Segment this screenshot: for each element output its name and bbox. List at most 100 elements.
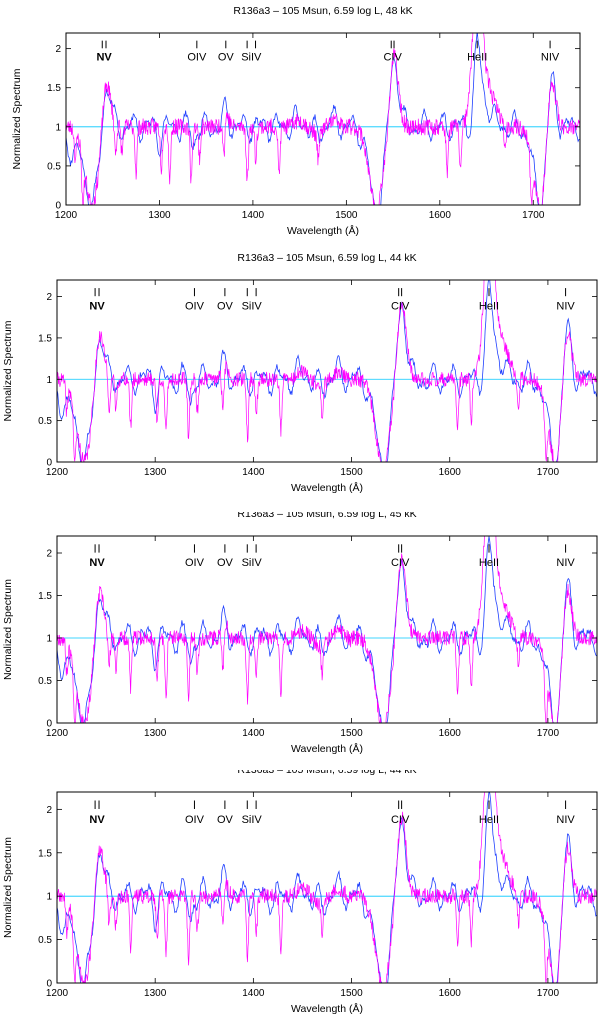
x-axis-label: Wavelength (Å) bbox=[291, 742, 363, 755]
x-tick-label: 1200 bbox=[46, 467, 69, 478]
plot-frame bbox=[56, 535, 598, 724]
line-id-label: NV bbox=[89, 300, 105, 312]
y-tick-label: 2 bbox=[55, 44, 61, 55]
line-id-label: NIV bbox=[556, 814, 575, 826]
line-id-label: NIV bbox=[541, 52, 560, 64]
line-id-label: SiIV bbox=[242, 557, 263, 569]
spectrum-chart: R136a3 – 105 Msun, 6.59 log L, 44 kK1200… bbox=[2, 252, 598, 494]
line-id-label: CIV bbox=[391, 814, 410, 826]
line-id-label: NV bbox=[96, 52, 112, 64]
spectrum-panel-3: R136a3 – 105 Msun, 6.59 log L, 45 kK 1200… bbox=[0, 508, 600, 770]
x-tick-label: 1200 bbox=[46, 988, 69, 999]
y-axis-label: Normalized Spectrum bbox=[2, 837, 14, 938]
line-id-label: OV bbox=[217, 300, 234, 312]
line-id-label: SiIV bbox=[241, 52, 262, 64]
plot-frame bbox=[65, 32, 581, 206]
y-tick-label: 0 bbox=[55, 201, 61, 212]
y-tick-label: 1 bbox=[46, 892, 52, 903]
chart-title: R136a3 – 105 Msun, 6.59 log L, 44 kK bbox=[237, 252, 416, 264]
line-id-label: OIV bbox=[185, 300, 205, 312]
y-tick-label: 0.5 bbox=[47, 161, 61, 172]
model-spectrum-series bbox=[57, 280, 597, 462]
y-tick-label: 1.5 bbox=[38, 848, 52, 859]
y-tick-label: 0 bbox=[46, 979, 52, 990]
x-tick-label: 1500 bbox=[340, 467, 363, 478]
line-id-label: CIV bbox=[383, 52, 402, 64]
line-id-label: OV bbox=[217, 557, 234, 569]
x-tick-label: 1400 bbox=[242, 210, 265, 221]
chart-title: R136a3 – 105 Msun, 6.59 log L, 44 kK bbox=[237, 770, 416, 776]
y-tick-label: 2 bbox=[46, 549, 52, 560]
x-tick-label: 1300 bbox=[144, 467, 167, 478]
model-spectrum-series bbox=[66, 33, 580, 205]
x-tick-label: 1700 bbox=[537, 467, 560, 478]
line-id-label: NIV bbox=[556, 557, 575, 569]
plot-frame bbox=[56, 791, 598, 984]
x-tick-label: 1500 bbox=[340, 988, 363, 999]
spectrum-chart: R136a3 – 105 Msun, 6.59 log L, 48 kK1200… bbox=[11, 5, 581, 237]
y-tick-label: 1 bbox=[55, 122, 61, 133]
x-axis-label: Wavelength (Å) bbox=[287, 224, 359, 237]
y-tick-label: 2 bbox=[46, 292, 52, 303]
line-id-label: HeII bbox=[479, 300, 499, 312]
y-tick-label: 1.5 bbox=[38, 591, 52, 602]
y-tick-label: 2 bbox=[46, 805, 52, 816]
x-tick-label: 1400 bbox=[242, 467, 265, 478]
x-tick-label: 1500 bbox=[335, 210, 358, 221]
chart-title: R136a3 – 105 Msun, 6.59 log L, 48 kK bbox=[233, 5, 412, 17]
line-id-label: SiIV bbox=[242, 814, 263, 826]
y-tick-label: 1 bbox=[46, 634, 52, 645]
spectrum-chart: R136a3 – 105 Msun, 6.59 log L, 44 kK1200… bbox=[2, 764, 598, 1015]
y-tick-label: 0.5 bbox=[38, 416, 52, 427]
y-axis-label: Normalized Spectrum bbox=[2, 579, 14, 680]
spectrum-panel-4: R136a3 – 105 Msun, 6.59 log L, 44 kK 1200… bbox=[0, 764, 600, 1022]
x-tick-label: 1300 bbox=[144, 988, 167, 999]
observed-spectrum-series bbox=[57, 280, 597, 462]
x-tick-label: 1600 bbox=[439, 988, 462, 999]
model-spectrum-series bbox=[57, 536, 597, 723]
y-tick-label: 1.5 bbox=[38, 333, 52, 344]
line-id-label: NV bbox=[89, 557, 105, 569]
line-id-label: CIV bbox=[391, 300, 410, 312]
y-tick-label: 0.5 bbox=[38, 676, 52, 687]
x-tick-label: 1700 bbox=[537, 988, 560, 999]
y-tick-label: 0.5 bbox=[38, 935, 52, 946]
spectrum-chart: R136a3 – 105 Msun, 6.59 log L, 45 kK1200… bbox=[2, 508, 598, 755]
y-tick-label: 0 bbox=[46, 719, 52, 730]
x-tick-label: 1600 bbox=[429, 210, 452, 221]
spectrum-panel-2: R136a3 – 105 Msun, 6.59 log L, 44 kK 1200… bbox=[0, 250, 600, 512]
y-tick-label: 0 bbox=[46, 458, 52, 469]
x-tick-label: 1200 bbox=[55, 210, 78, 221]
line-id-label: CIV bbox=[391, 557, 410, 569]
line-id-label: NV bbox=[89, 814, 105, 826]
y-axis-label: Normalized Spectrum bbox=[2, 320, 14, 421]
x-axis-label: Wavelength (Å) bbox=[291, 1002, 363, 1015]
model-spectrum-series bbox=[57, 792, 597, 983]
x-tick-label: 1200 bbox=[46, 728, 69, 739]
line-id-label: HeII bbox=[479, 814, 499, 826]
line-id-label: SiIV bbox=[242, 300, 263, 312]
line-id-label: OIV bbox=[185, 814, 205, 826]
plot-frame bbox=[56, 279, 598, 463]
line-id-label: OV bbox=[218, 52, 235, 64]
y-axis-label: Normalized Spectrum bbox=[11, 68, 23, 169]
x-tick-label: 1300 bbox=[144, 728, 167, 739]
y-tick-label: 1.5 bbox=[47, 83, 61, 94]
line-id-label: OV bbox=[217, 814, 234, 826]
x-tick-label: 1600 bbox=[439, 728, 462, 739]
x-tick-label: 1700 bbox=[537, 728, 560, 739]
line-id-label: OIV bbox=[185, 557, 205, 569]
chart-title: R136a3 – 105 Msun, 6.59 log L, 45 kK bbox=[237, 512, 416, 520]
x-axis-label: Wavelength (Å) bbox=[291, 481, 363, 494]
line-id-label: NIV bbox=[556, 300, 575, 312]
x-tick-label: 1500 bbox=[340, 728, 363, 739]
line-id-label: OIV bbox=[187, 52, 207, 64]
y-tick-label: 1 bbox=[46, 375, 52, 386]
observed-spectrum-series bbox=[57, 792, 597, 983]
x-tick-label: 1400 bbox=[242, 728, 265, 739]
spectrum-panel-1: R136a3 – 105 Msun, 6.59 log L, 48 kK 1200… bbox=[0, 0, 600, 250]
line-id-label: HeII bbox=[467, 52, 487, 64]
line-id-label: HeII bbox=[479, 557, 499, 569]
observed-spectrum-series bbox=[57, 536, 597, 723]
x-tick-label: 1600 bbox=[439, 467, 462, 478]
